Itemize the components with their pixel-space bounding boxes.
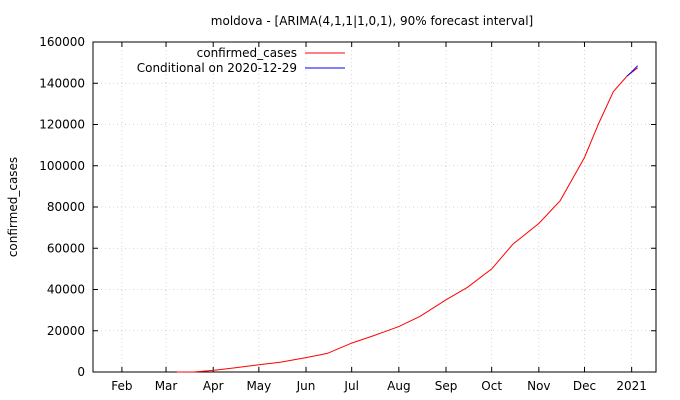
y-tick-label: 20000 <box>47 324 85 338</box>
y-tick-label: 40000 <box>47 283 85 297</box>
x-tick-label: 2021 <box>616 379 647 393</box>
y-tick-label: 100000 <box>39 159 85 173</box>
x-tick-label: Oct <box>481 379 502 393</box>
x-tick-label: May <box>246 379 271 393</box>
chart-title: moldova - [ARIMA(4,1,1|1,0,1), 90% forec… <box>211 14 533 28</box>
x-tick-label: Dec <box>573 379 596 393</box>
legend-label: confirmed_cases <box>197 46 297 60</box>
x-tick-label: Apr <box>203 379 224 393</box>
series-lines <box>176 65 639 373</box>
series-line-confirmed-cases <box>176 67 639 373</box>
x-tick-label: Feb <box>111 379 132 393</box>
legend-label: Conditional on 2020-12-29 <box>137 61 297 75</box>
x-tick-label: Aug <box>387 379 410 393</box>
series-line-conditional-on-2020-12-29 <box>626 65 639 77</box>
x-tick-label: Jun <box>296 379 316 393</box>
grid <box>93 42 656 372</box>
x-tick-label: Sep <box>435 379 458 393</box>
y-tick-label: 60000 <box>47 241 85 255</box>
y-tick-label: 140000 <box>39 76 85 90</box>
x-tick-label: Nov <box>527 379 550 393</box>
x-tick-label: Mar <box>155 379 178 393</box>
y-tick-label: 120000 <box>39 118 85 132</box>
y-axis-label: confirmed_cases <box>6 157 20 257</box>
y-tick-label: 80000 <box>47 200 85 214</box>
y-tick-label: 160000 <box>39 35 85 49</box>
x-tick-label: Jul <box>343 379 358 393</box>
axes: 0 20000 40000 60000 80000 100000 120000 140000 1… <box>39 35 656 393</box>
y-tick-label: 0 <box>77 365 85 379</box>
